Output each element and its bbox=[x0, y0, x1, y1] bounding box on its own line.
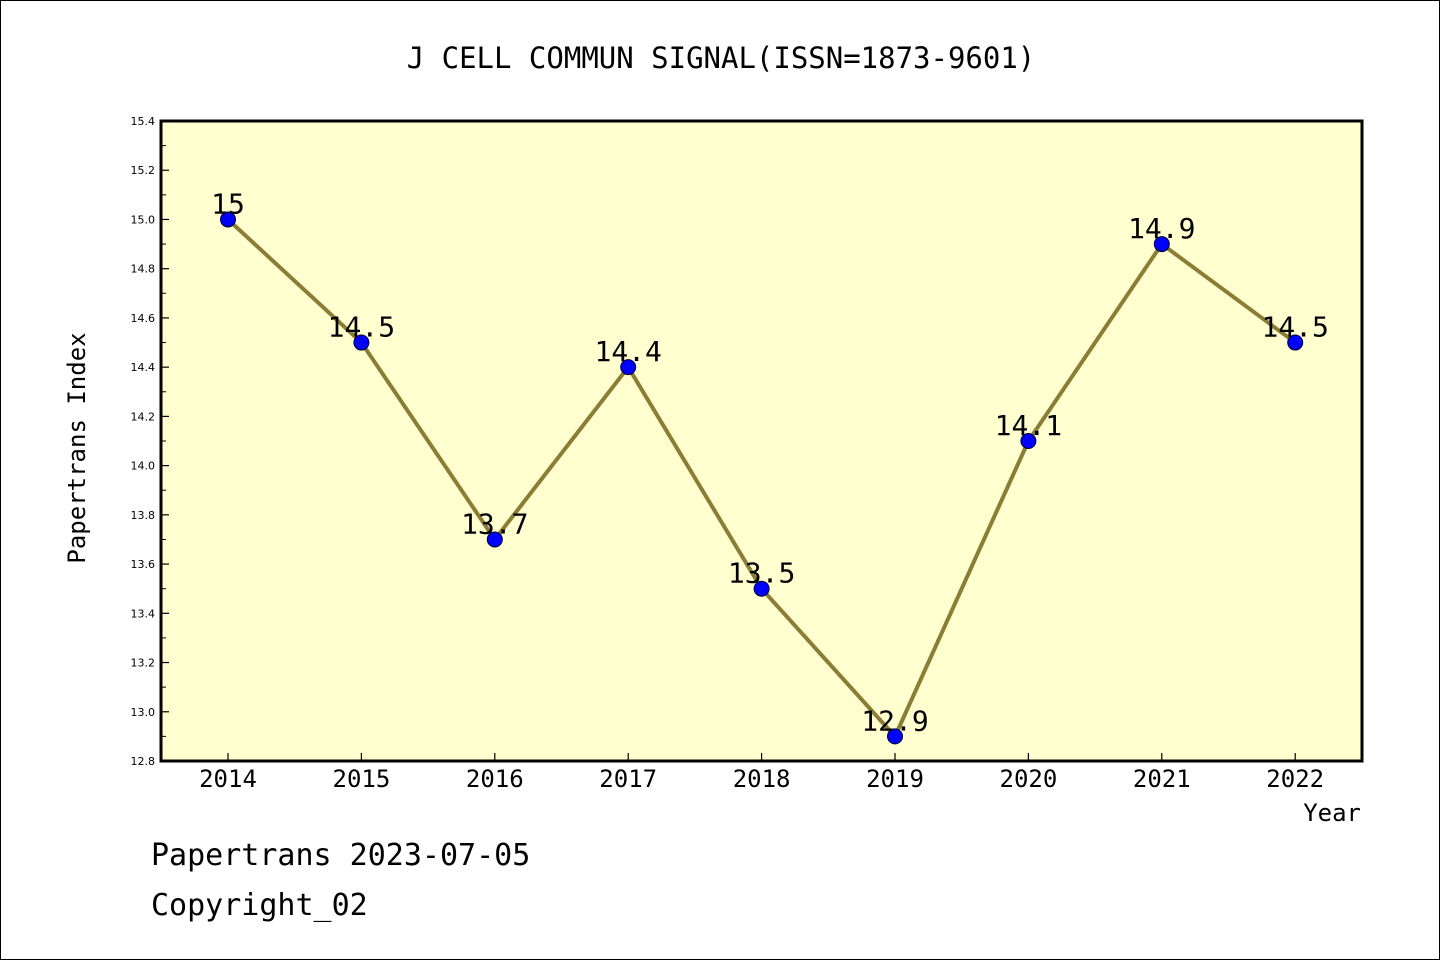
x-tick-label: 2021 bbox=[1133, 765, 1191, 793]
data-point bbox=[753, 580, 770, 597]
plot-border bbox=[159, 119, 1364, 763]
y-tick-label: 15.0 bbox=[131, 213, 156, 226]
y-tick-label: 15.4 bbox=[131, 115, 156, 128]
data-point bbox=[887, 728, 903, 745]
y-tick-label: 14.4 bbox=[131, 361, 156, 374]
x-tick-label: 2017 bbox=[599, 765, 657, 793]
data-label: 12.9 bbox=[861, 704, 928, 737]
y-tick-label: 14.2 bbox=[131, 410, 156, 423]
footer-copyright: Copyright_02 bbox=[151, 888, 368, 923]
y-tick-label: 13.4 bbox=[131, 607, 156, 620]
x-tick-label: 2016 bbox=[466, 765, 524, 793]
data-labels: 15 14.5 13.7 14.4 13.5 12.9 14.1 14.9 14.5 bbox=[211, 187, 1329, 737]
x-axis: 2014 2015 2016 2017 2018 2019 2020 2021 2022 bbox=[199, 753, 1324, 793]
x-tick-label: 2015 bbox=[333, 765, 391, 793]
y-tick-label: 13.6 bbox=[131, 558, 156, 571]
x-tick-label: 2022 bbox=[1266, 765, 1324, 793]
data-series bbox=[220, 211, 1304, 745]
y-tick-label: 14.8 bbox=[131, 263, 156, 276]
data-point bbox=[1287, 334, 1304, 351]
data-point bbox=[620, 359, 637, 376]
y-axis-label: Papertrans Index bbox=[63, 332, 91, 563]
data-label: 14.4 bbox=[594, 335, 661, 368]
data-label: 15 bbox=[211, 187, 245, 220]
data-label: 14.5 bbox=[1261, 311, 1328, 344]
y-tick-label: 15.2 bbox=[131, 164, 156, 177]
y-tick-label: 12.8 bbox=[131, 755, 156, 768]
y-tick-label: 13.8 bbox=[131, 509, 156, 522]
y-tick-label: 13.0 bbox=[131, 706, 156, 719]
plot-area bbox=[161, 121, 1362, 761]
data-label: 13.7 bbox=[461, 507, 528, 540]
data-label: 14.1 bbox=[995, 409, 1062, 442]
x-tick-label: 2018 bbox=[733, 765, 791, 793]
x-tick-label: 2019 bbox=[866, 765, 924, 793]
data-point bbox=[220, 211, 236, 228]
data-point bbox=[353, 334, 370, 351]
data-label: 14.5 bbox=[328, 311, 395, 344]
x-tick-label: 2020 bbox=[1000, 765, 1058, 793]
footer-date: Papertrans 2023-07-05 bbox=[151, 838, 530, 873]
chart-title: J CELL COMMUN SIGNAL(ISSN=1873-9601) bbox=[407, 41, 1036, 75]
y-axis: 12.8 13.0 13.2 13.4 13.6 13.8 14.0 14.2 14.4 14.6… bbox=[131, 115, 169, 768]
data-point bbox=[1153, 236, 1170, 253]
x-tick-label: 2014 bbox=[199, 765, 257, 793]
data-label: 14.9 bbox=[1128, 212, 1195, 245]
x-axis-label: Year bbox=[1303, 799, 1361, 827]
data-point bbox=[1020, 433, 1037, 449]
data-point bbox=[486, 531, 503, 548]
y-tick-label: 14.0 bbox=[131, 460, 156, 473]
y-tick-label: 13.2 bbox=[131, 657, 156, 670]
data-label: 13.5 bbox=[728, 557, 795, 590]
y-tick-label: 14.6 bbox=[131, 312, 156, 325]
